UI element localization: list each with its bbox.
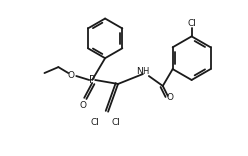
Text: Cl: Cl (187, 19, 196, 28)
Text: Cl: Cl (91, 118, 100, 127)
Text: O: O (80, 101, 87, 110)
Text: O: O (166, 93, 173, 102)
Text: Cl: Cl (112, 118, 121, 127)
Text: H: H (142, 67, 148, 76)
Text: N: N (137, 67, 143, 76)
Text: P: P (89, 75, 95, 85)
Text: O: O (68, 71, 75, 80)
